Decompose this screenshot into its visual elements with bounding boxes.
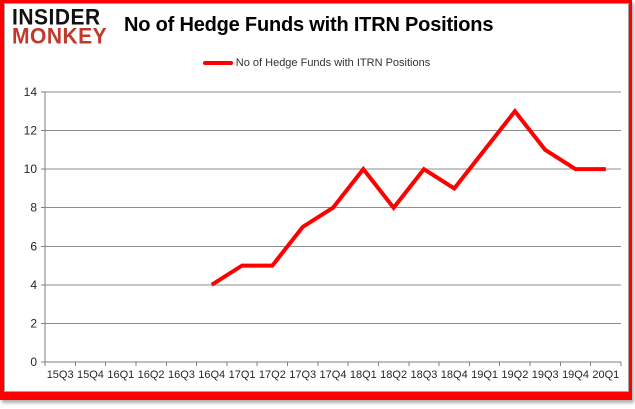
chart-surface: INSIDER MONKEY No of Hedge Funds with IT… <box>4 3 629 392</box>
svg-text:18Q1: 18Q1 <box>350 369 377 381</box>
svg-text:19Q2: 19Q2 <box>501 369 528 381</box>
svg-text:18Q2: 18Q2 <box>380 369 407 381</box>
svg-text:20Q1: 20Q1 <box>592 369 619 381</box>
legend-line-swatch-icon <box>202 61 233 65</box>
svg-text:16Q1: 16Q1 <box>107 369 134 381</box>
logo-monkey-text: MONKEY <box>12 25 108 50</box>
legend: No of Hedge Funds with ITRN Positions <box>5 57 628 69</box>
svg-text:19Q3: 19Q3 <box>532 369 559 381</box>
svg-text:19Q4: 19Q4 <box>562 369 589 381</box>
svg-text:15Q3: 15Q3 <box>47 369 74 381</box>
svg-text:6: 6 <box>30 239 37 253</box>
svg-text:0: 0 <box>30 355 37 369</box>
svg-text:4: 4 <box>30 278 37 292</box>
svg-text:17Q3: 17Q3 <box>289 369 316 381</box>
svg-text:10: 10 <box>24 162 38 176</box>
svg-text:2: 2 <box>30 316 37 330</box>
svg-text:8: 8 <box>30 201 37 215</box>
svg-text:16Q3: 16Q3 <box>168 369 195 381</box>
svg-text:14: 14 <box>24 85 38 99</box>
legend-label: No of Hedge Funds with ITRN Positions <box>235 57 431 69</box>
chart-window: INSIDER MONKEY No of Hedge Funds with IT… <box>0 0 632 400</box>
svg-text:17Q2: 17Q2 <box>259 369 286 381</box>
svg-text:16Q4: 16Q4 <box>198 369 225 381</box>
svg-text:12: 12 <box>24 124 38 138</box>
svg-text:18Q4: 18Q4 <box>441 369 468 381</box>
svg-text:17Q4: 17Q4 <box>320 369 347 381</box>
logo-insider-text: INSIDER <box>12 5 101 30</box>
svg-text:15Q4: 15Q4 <box>77 369 104 381</box>
svg-text:16Q2: 16Q2 <box>138 369 165 381</box>
svg-text:17Q1: 17Q1 <box>229 369 256 381</box>
svg-text:18Q3: 18Q3 <box>410 369 437 381</box>
chart-title: No of Hedge Funds with ITRN Positions <box>124 14 494 36</box>
insider-monkey-logo: INSIDER MONKEY <box>12 5 108 50</box>
svg-text:19Q1: 19Q1 <box>471 369 498 381</box>
